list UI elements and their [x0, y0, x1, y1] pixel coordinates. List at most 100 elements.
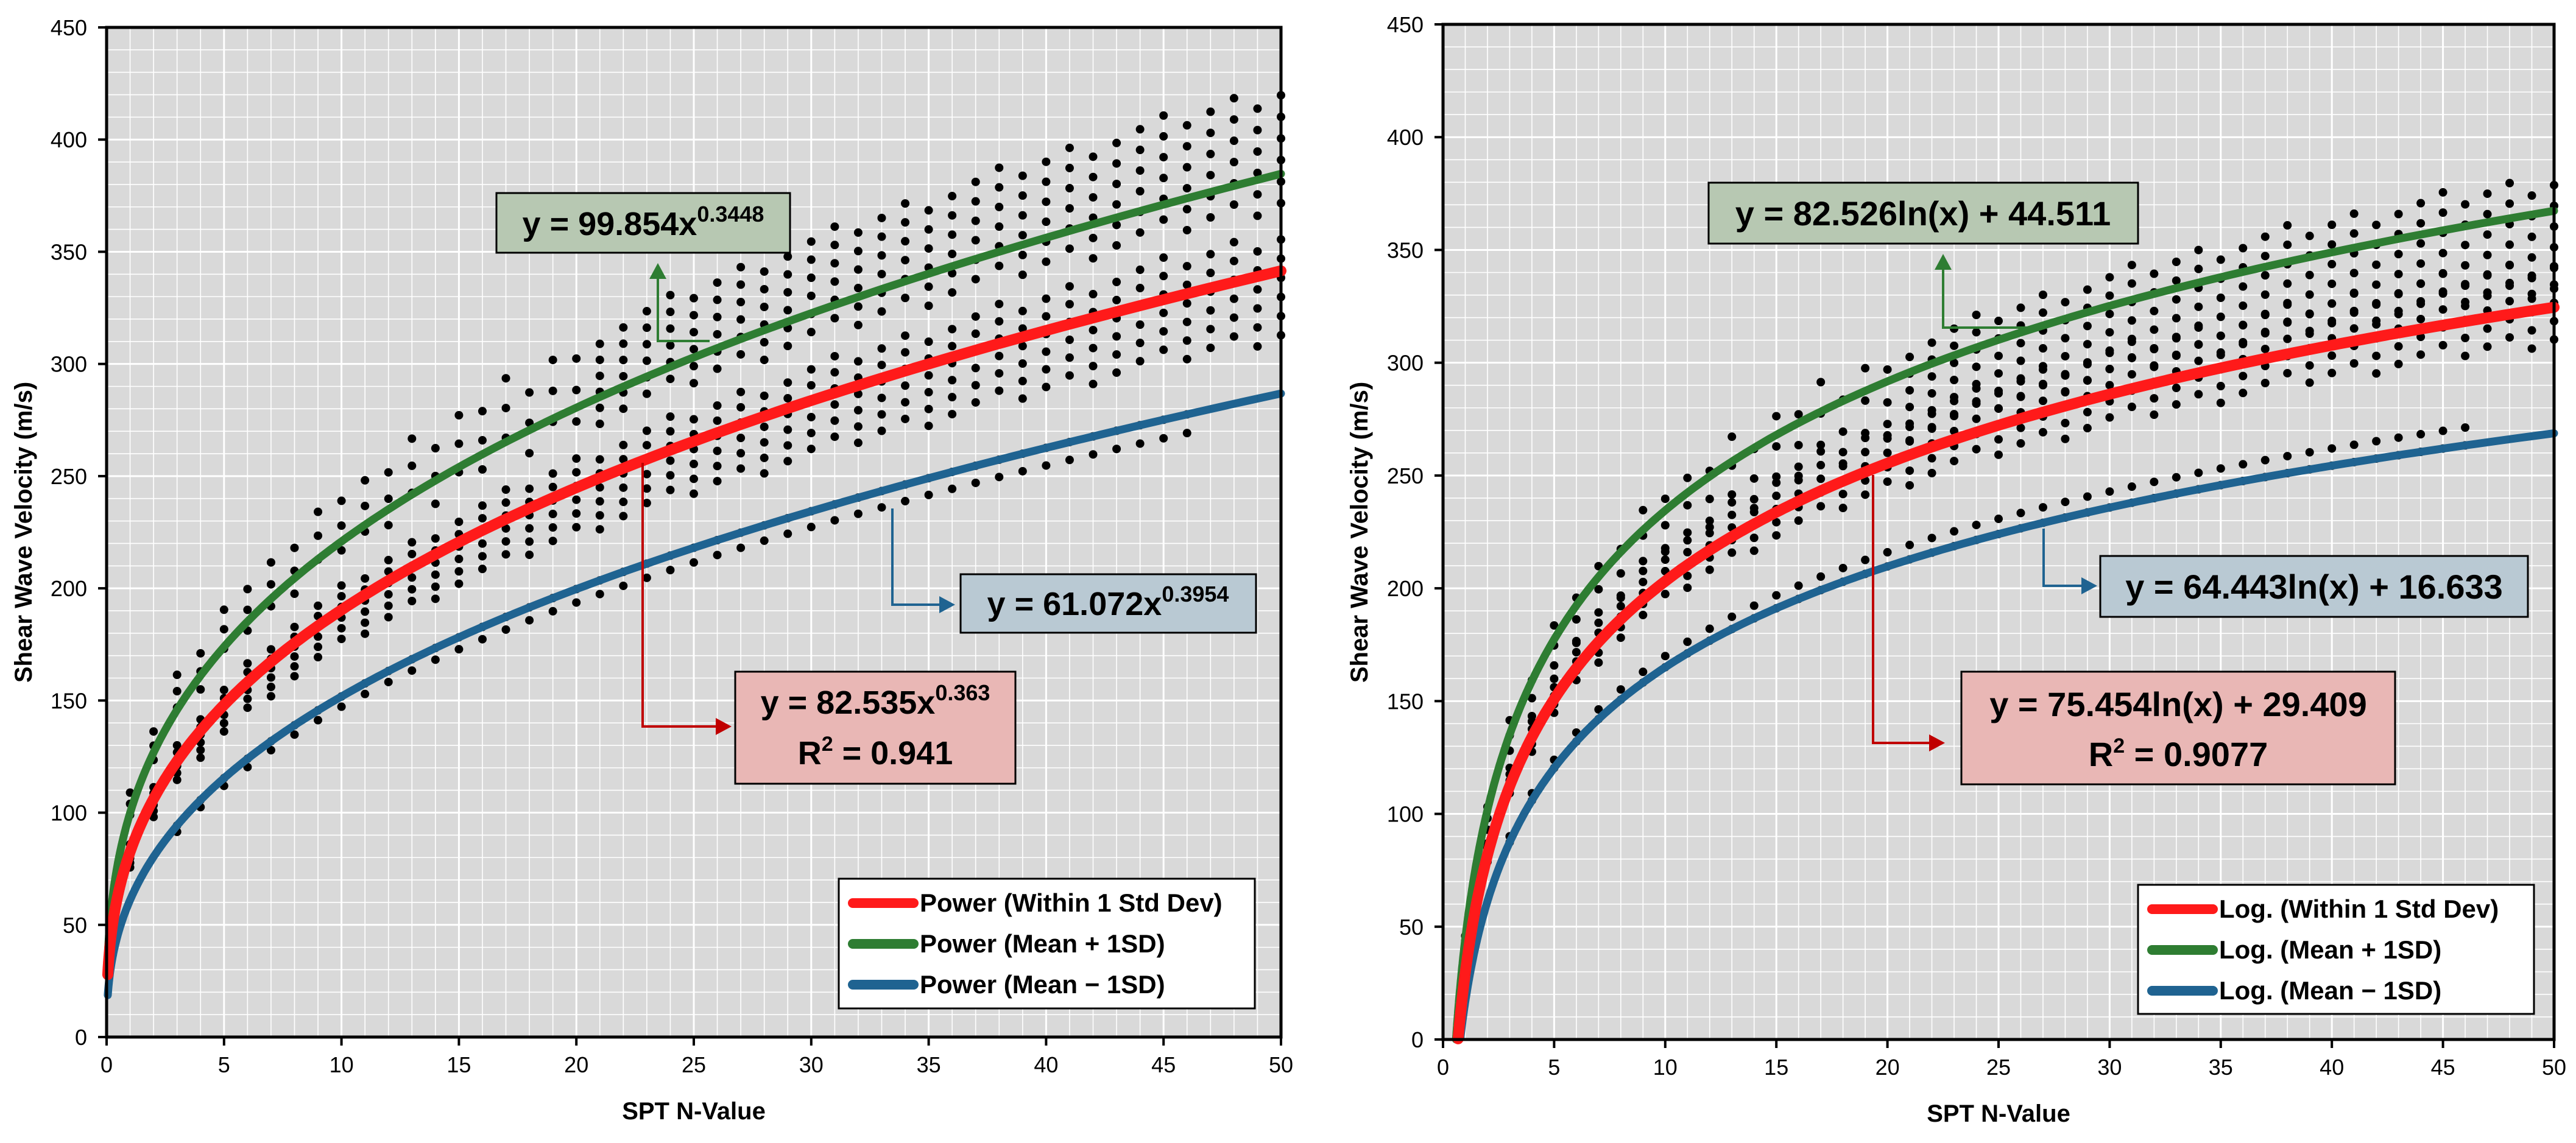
data-point: [642, 441, 651, 450]
data-point: [2305, 326, 2314, 336]
trend-curves: [102, 169, 1286, 999]
data-point: [2461, 241, 2470, 250]
data-point: [971, 398, 980, 407]
y-tick-label: 300: [1387, 351, 1424, 376]
data-point: [1018, 270, 1027, 280]
data-point: [1112, 220, 1121, 230]
data-point: [1772, 591, 1781, 600]
data-point: [2016, 508, 2025, 518]
data-point: [1089, 450, 1098, 459]
data-point: [408, 596, 417, 605]
data-point: [1950, 412, 1959, 421]
data-point: [2461, 298, 2470, 307]
data-point: [548, 469, 557, 478]
data-point: [1135, 166, 1145, 175]
data-point: [1772, 531, 1781, 540]
data-point: [384, 601, 393, 610]
data-point: [2239, 301, 2248, 311]
data-point: [2416, 279, 2426, 288]
data-point: [2372, 260, 2381, 269]
data-point: [2483, 342, 2492, 351]
data-point: [877, 213, 886, 222]
data-point: [783, 306, 792, 315]
data-point: [971, 216, 980, 225]
data-point: [2105, 273, 2114, 282]
data-point: [1838, 448, 1847, 457]
data-point: [1018, 191, 1027, 200]
data-point: [1018, 231, 1027, 240]
data-point: [1594, 608, 1603, 617]
data-point: [2372, 280, 2381, 289]
data-point: [1159, 308, 1168, 317]
data-point: [2349, 306, 2359, 315]
data-point: [548, 510, 557, 519]
data-point: [995, 202, 1004, 211]
data-point: [2461, 334, 2470, 343]
r-squared-symbol: R: [798, 735, 822, 772]
data-point: [2083, 285, 2092, 294]
data-point: [736, 403, 746, 412]
data-point: [1253, 190, 1262, 199]
data-point: [1950, 358, 1959, 367]
data-point: [1182, 121, 1191, 130]
data-point: [1749, 494, 1759, 504]
data-point: [2172, 314, 2181, 323]
data-point: [1065, 282, 1074, 291]
data-point: [877, 360, 886, 370]
data-point: [971, 364, 980, 373]
data-point: [1089, 326, 1098, 335]
data-point: [1182, 262, 1191, 271]
data-point: [2305, 309, 2314, 318]
data-point: [1683, 536, 1692, 545]
data-point: [1794, 516, 1803, 525]
data-point: [501, 537, 510, 546]
data-point: [2305, 231, 2314, 241]
data-point: [1905, 422, 1914, 431]
data-point: [713, 462, 722, 471]
data-point: [2260, 251, 2270, 261]
legend: Log. (Within 1 Std Dev) Log. (Mean + 1SD…: [2137, 884, 2535, 1015]
data-point: [501, 485, 510, 494]
data-point: [2327, 444, 2337, 453]
data-point: [642, 323, 651, 332]
data-point: [713, 401, 722, 410]
data-point: [2083, 376, 2092, 385]
data-point: [877, 344, 886, 353]
data-point: [361, 476, 370, 485]
data-point: [736, 387, 746, 396]
data-point: [408, 549, 417, 558]
data-point: [2216, 312, 2225, 322]
data-point: [2105, 309, 2114, 318]
data-point: [2260, 290, 2270, 299]
data-point: [995, 261, 1004, 270]
data-point: [642, 426, 651, 435]
data-point: [806, 429, 816, 438]
data-point: [501, 404, 510, 413]
x-tick-label: 50: [1269, 1052, 1293, 1077]
data-point: [1018, 211, 1027, 220]
data-point: [1206, 128, 1215, 138]
data-point: [1994, 389, 2003, 398]
data-point: [1994, 317, 2003, 326]
data-point: [666, 412, 675, 421]
data-point: [1229, 313, 1238, 322]
data-point: [2505, 278, 2514, 287]
data-point: [1018, 359, 1027, 368]
data-point: [1772, 491, 1781, 501]
data-point: [196, 745, 205, 754]
data-point: [853, 320, 863, 329]
data-point: [2327, 280, 2337, 289]
data-point: [548, 482, 557, 491]
data-point: [877, 426, 886, 435]
data-point: [619, 455, 628, 464]
data-point: [1042, 312, 1051, 321]
data-point: [1112, 368, 1121, 377]
data-point: [736, 449, 746, 458]
data-point: [1660, 555, 1670, 564]
data-point: [2283, 368, 2292, 378]
data-point: [478, 539, 487, 548]
trend-curve-within: [102, 265, 1286, 980]
data-point: [948, 484, 957, 493]
data-point: [1159, 327, 1168, 336]
